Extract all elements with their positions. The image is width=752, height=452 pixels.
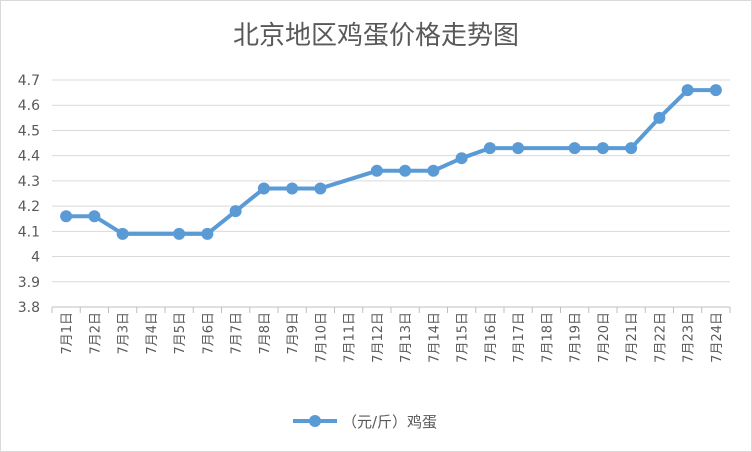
y-tick-label: 4.1 — [18, 224, 40, 240]
x-tick-label: 7月22日 — [653, 312, 668, 363]
data-point — [653, 111, 666, 124]
data-point — [427, 164, 440, 177]
data-point — [625, 142, 638, 155]
legend-label: （元/斤）鸡蛋 — [342, 413, 437, 431]
data-point — [709, 84, 722, 97]
data-point — [596, 142, 609, 155]
data-point — [568, 142, 581, 155]
x-tick-label: 7月2日 — [88, 312, 103, 355]
data-point — [314, 182, 327, 195]
y-tick-label: 4.3 — [18, 174, 40, 190]
x-axis — [51, 306, 731, 313]
x-tick-label: 7月10日 — [314, 312, 329, 363]
x-tick-label: 7月17日 — [512, 312, 527, 363]
y-tick-label: 4.5 — [18, 123, 40, 139]
data-point — [60, 210, 73, 223]
x-tick-label: 7月5日 — [173, 312, 188, 355]
y-tick-label: 4.6 — [18, 98, 40, 114]
x-tick-label: 7月6日 — [201, 312, 216, 355]
y-tick-label: 4.2 — [18, 199, 40, 215]
x-tick-label: 7月19日 — [569, 312, 584, 363]
data-point — [399, 164, 412, 177]
data-point — [370, 164, 383, 177]
gridlines — [52, 79, 730, 308]
x-tick-label: 7月21日 — [625, 312, 640, 363]
x-tick-label: 7月4日 — [145, 312, 160, 355]
x-tick-label: 7月12日 — [371, 312, 386, 363]
y-tick-label: 3.9 — [18, 275, 40, 291]
x-tick-label: 7月23日 — [682, 312, 697, 363]
data-point — [286, 182, 299, 195]
chart-title: 北京地区鸡蛋价格走势图 — [233, 21, 519, 51]
x-tick-label: 7月3日 — [117, 312, 132, 355]
y-tick-label: 3.8 — [18, 300, 40, 316]
data-point — [173, 227, 186, 240]
y-tick-label: 4.4 — [18, 149, 40, 165]
x-tick-label: 7月8日 — [258, 312, 273, 355]
x-tick-label: 7月24日 — [710, 312, 725, 363]
x-tick-label: 7月18日 — [540, 312, 555, 363]
data-point — [116, 227, 129, 240]
x-tick-label: 7月13日 — [399, 312, 414, 363]
x-tick-label: 7月20日 — [597, 312, 612, 363]
data-point — [201, 227, 214, 240]
data-point — [229, 205, 242, 218]
y-tick-label: 4 — [31, 250, 40, 266]
data-point — [512, 142, 525, 155]
x-tick-label: 7月7日 — [230, 312, 245, 355]
data-point — [88, 210, 101, 223]
y-axis-ticks: 3.8 3.9 4 4.1 4.2 4.3 4.4 4.5 4.6 4.7 — [18, 73, 40, 316]
x-tick-label: 7月14日 — [427, 312, 442, 363]
data-point — [455, 152, 468, 165]
legend: （元/斤）鸡蛋 — [293, 413, 437, 431]
x-tick-label: 7月11日 — [343, 312, 358, 363]
data-point — [681, 84, 694, 97]
series-line — [64, 88, 718, 236]
x-tick-label: 7月15日 — [456, 312, 471, 363]
x-tick-label: 7月1日 — [60, 312, 75, 355]
plot-area — [60, 84, 722, 240]
legend-point-marker — [309, 415, 321, 427]
x-tick-label: 7月16日 — [484, 312, 499, 363]
data-point — [257, 182, 270, 195]
data-point — [483, 142, 496, 155]
x-tick-label: 7月9日 — [286, 312, 301, 355]
x-axis-ticks: 7月1日 7月2日 7月3日 7月4日 7月5日 7月6日 7月7日 7月8日 7月9日 7月10… — [60, 312, 725, 363]
y-tick-label: 4.7 — [18, 73, 40, 89]
